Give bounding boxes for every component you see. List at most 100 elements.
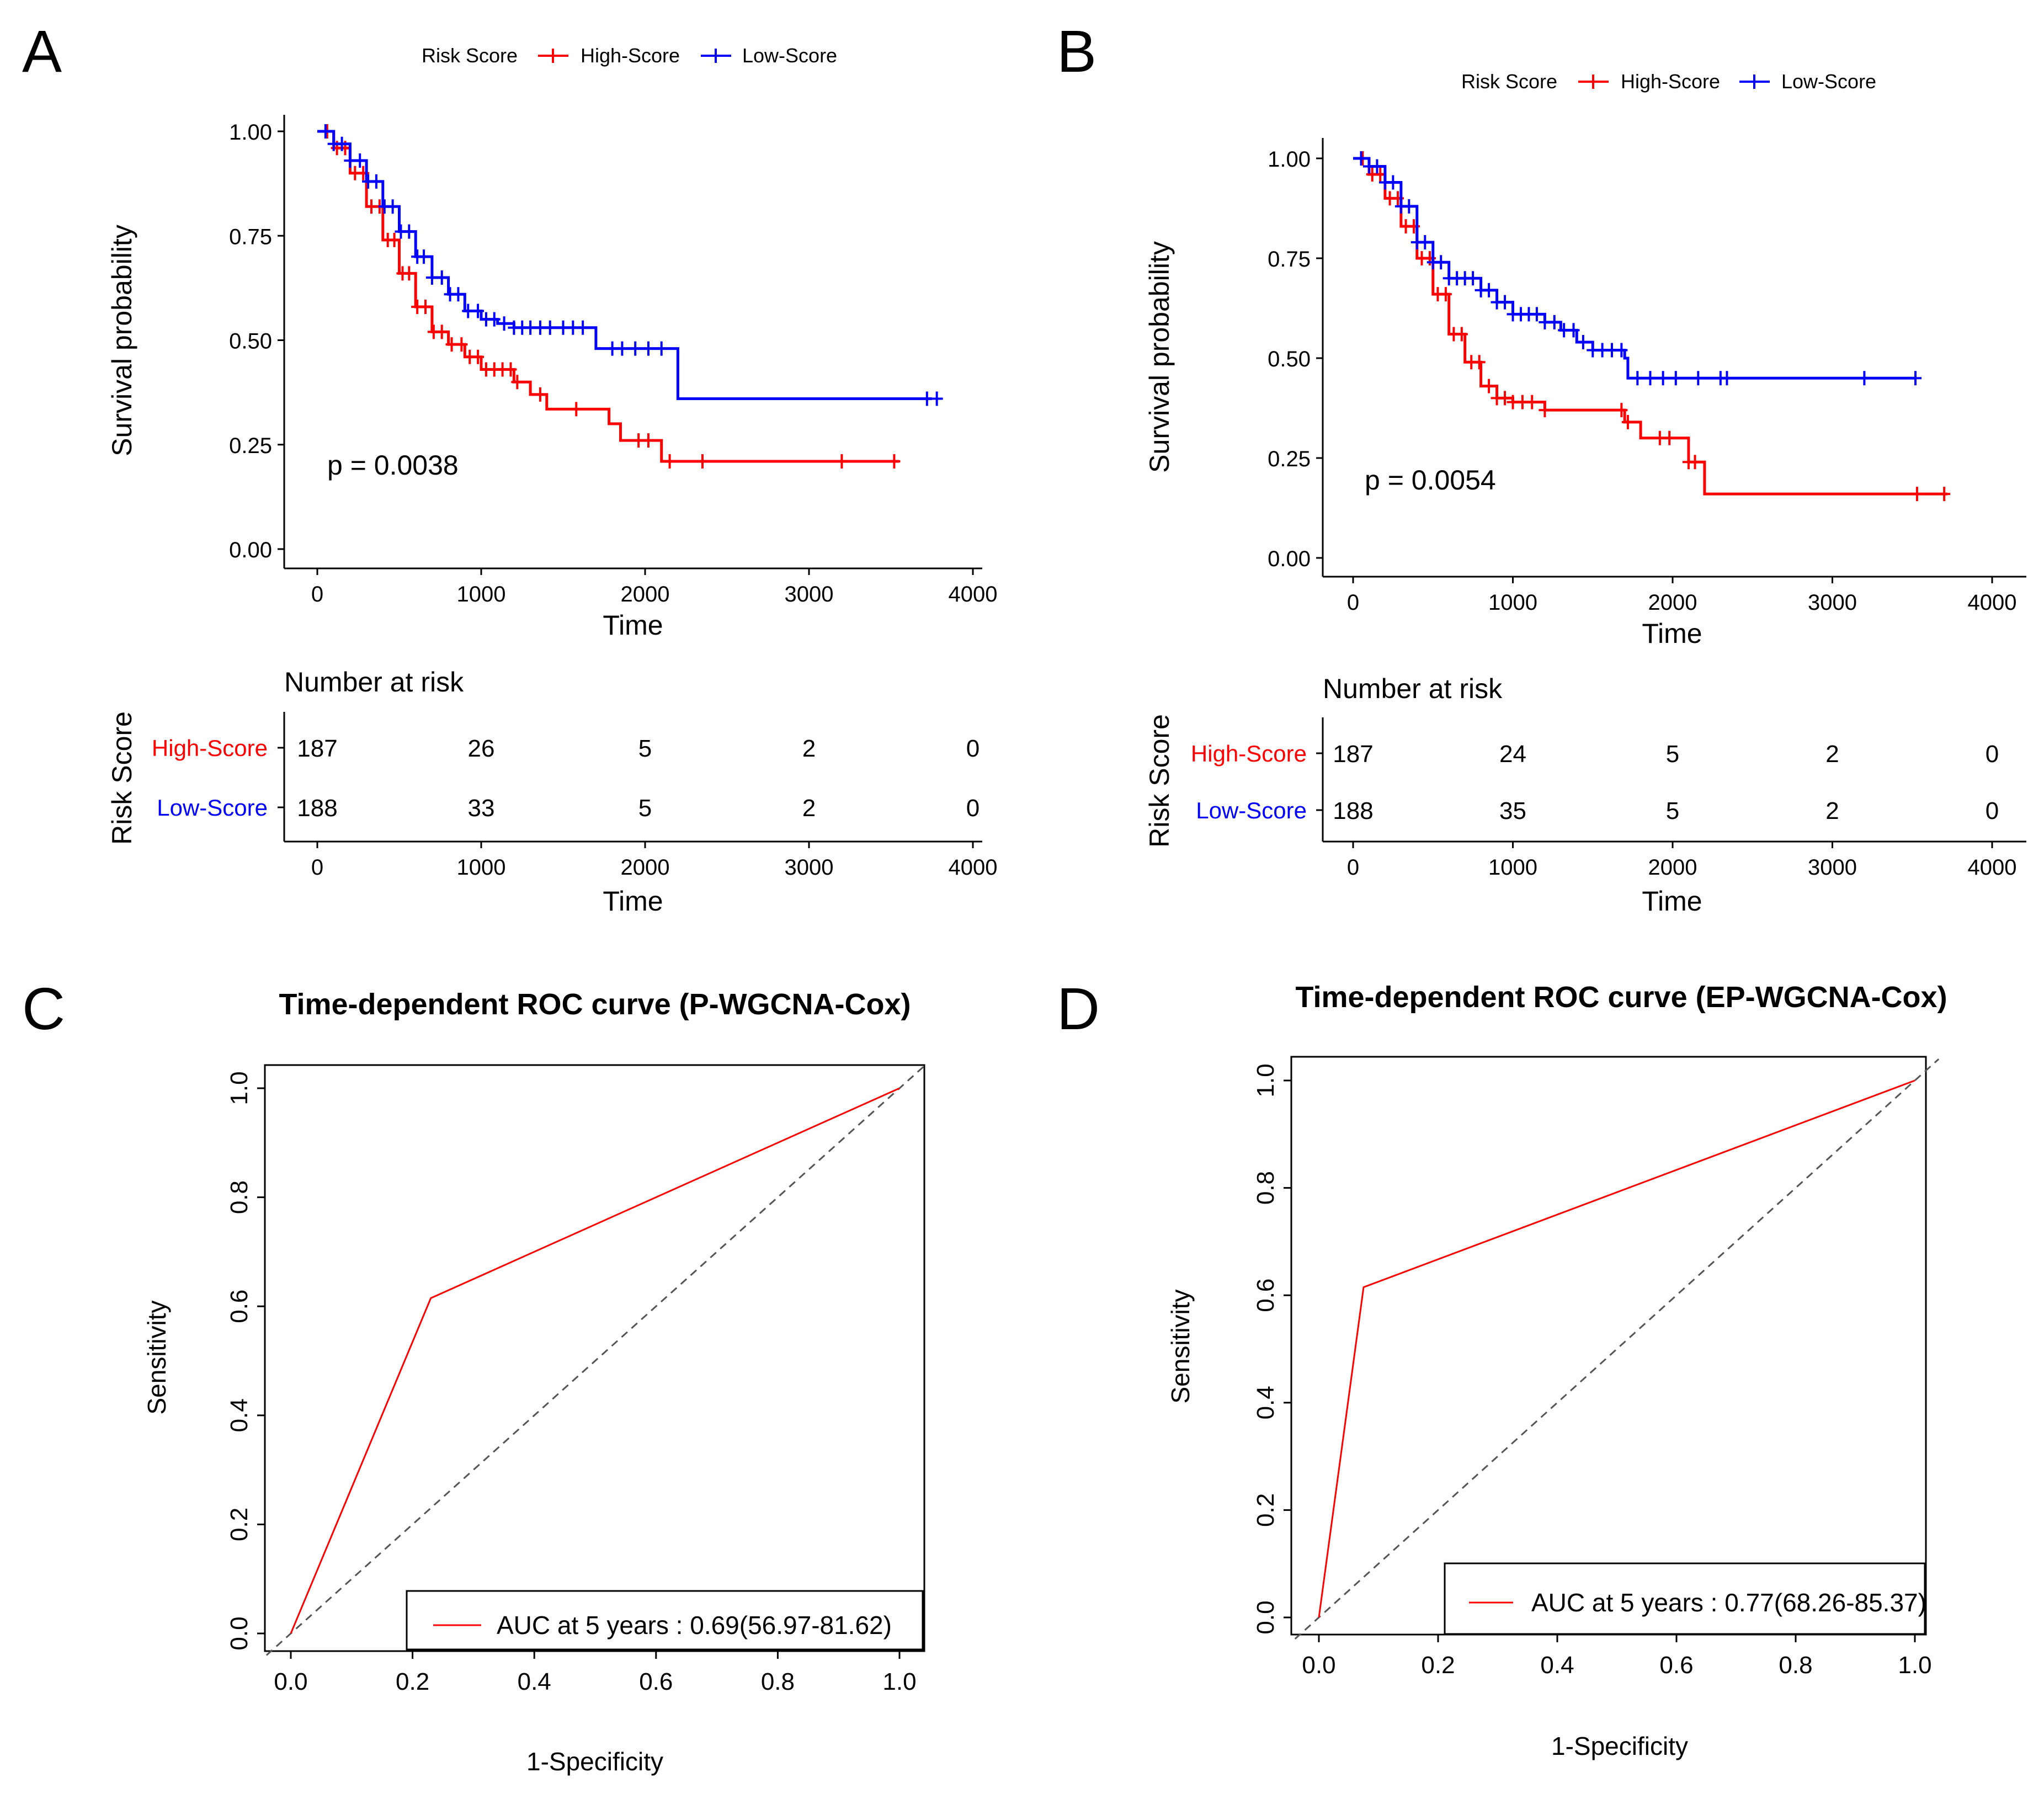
panel-label-c: C xyxy=(22,975,65,1042)
legend-key-high xyxy=(538,49,568,63)
censor-mark-low xyxy=(498,316,510,331)
censor-mark-high xyxy=(419,299,432,314)
censor-mark-low xyxy=(1692,371,1705,386)
p-value: p = 0.0038 xyxy=(327,450,459,481)
km-b-legend: Risk Score High-Score Low-Score xyxy=(1461,70,1876,93)
x-tick-label: 1.0 xyxy=(882,1668,916,1695)
x-tick-label: 0.4 xyxy=(1540,1652,1574,1679)
x-axis-title: Time xyxy=(1642,618,1702,649)
risk-table-title: Number at risk xyxy=(1323,673,1503,704)
censor-mark-low xyxy=(354,153,366,168)
censor-mark-low xyxy=(418,249,430,264)
censor-mark-high xyxy=(1621,414,1634,429)
censor-mark-low xyxy=(452,287,465,302)
censor-mark-low xyxy=(642,341,654,356)
y-tick-label: 0.6 xyxy=(1252,1279,1279,1312)
y-tick-label: 1.00 xyxy=(1268,147,1311,172)
risk-x-tick-label: 0 xyxy=(1347,855,1359,880)
censor-mark-low xyxy=(616,341,629,356)
risk-count: 0 xyxy=(1986,741,1999,768)
y-tick-label: 0.2 xyxy=(226,1508,253,1541)
legend-box xyxy=(1444,1562,1926,1635)
x-tick-label: 4000 xyxy=(949,582,998,606)
km-curve-low xyxy=(317,130,932,400)
diagonal-reference-line xyxy=(265,1066,925,1656)
risk-x-tick-label: 4000 xyxy=(949,855,998,880)
censor-mark-low xyxy=(1567,323,1580,338)
censor-mark-low xyxy=(386,199,399,214)
y-tick-label: 0.8 xyxy=(226,1180,253,1214)
y-ticks: 0.0 0.2 0.4 0.6 0.8 1.0 xyxy=(1252,1063,1291,1635)
y-tick-label: 0.4 xyxy=(226,1398,253,1432)
x-tick-label: 0.0 xyxy=(1302,1652,1335,1679)
censor-mark-low xyxy=(544,320,556,335)
censor-mark-high xyxy=(642,433,654,448)
legend-label-low: Low-Score xyxy=(1781,70,1876,93)
censor-mark-low xyxy=(1483,283,1495,297)
risk-count: 5 xyxy=(1666,797,1679,824)
km-a-risk-table: Number at risk Risk Score High-Score 187 2… xyxy=(107,667,997,917)
censor-mark-high xyxy=(1938,487,1951,502)
censor-mark-high xyxy=(388,232,401,247)
censor-mark-high xyxy=(888,454,901,469)
censor-mark-low xyxy=(1577,335,1589,350)
x-tick-label: 0.2 xyxy=(1421,1652,1455,1679)
risk-count: 5 xyxy=(638,735,652,762)
x-tick-label: 0.8 xyxy=(761,1668,795,1695)
risk-row-label: High-Score xyxy=(1191,741,1307,767)
censor-mark-high xyxy=(1910,487,1923,502)
risk-table-body: High-Score 187 24 5 2 0 Low-Score 188 35 5 2 0 xyxy=(1191,741,1999,824)
roc-curve xyxy=(290,1087,900,1634)
x-tick-label: 1000 xyxy=(1488,590,1537,615)
panel-c: C Time-dependent ROC curve (P-WGCNA-Cox)… xyxy=(22,975,925,1776)
risk-table-body: High-Score 187 26 5 2 0 Low-Score 188 33 5 2 0 xyxy=(152,735,980,822)
censor-mark-high xyxy=(1615,403,1628,418)
y-tick-label: 0.50 xyxy=(1268,347,1311,371)
censor-mark-high xyxy=(403,266,416,281)
censor-mark-high xyxy=(1473,355,1486,370)
x-tick-label: 0.8 xyxy=(1779,1652,1812,1679)
risk-count: 0 xyxy=(1986,797,1999,824)
risk-x-tick-label: 1000 xyxy=(457,855,506,880)
x-tick-label: 0 xyxy=(311,582,323,606)
censor-mark-low xyxy=(1909,371,1922,386)
y-ticks: 0.0 0.2 0.4 0.6 0.8 1.0 xyxy=(226,1071,265,1651)
censor-mark-low xyxy=(1548,315,1561,329)
censor-mark-high xyxy=(511,375,524,390)
km-curve-low xyxy=(1353,157,1916,380)
km-b-plot: 0.00 0.25 0.50 0.75 1.00 0 1000 2000 3000 4000 p… xyxy=(1144,138,2026,649)
x-tick-label: 2000 xyxy=(621,582,670,606)
km-a-legend: Risk Score High-Score Low-Score xyxy=(422,44,837,67)
censor-mark-high xyxy=(1483,379,1495,393)
risk-count: 33 xyxy=(468,795,495,822)
risk-count: 0 xyxy=(966,795,980,822)
censor-mark-high xyxy=(696,454,709,469)
censor-mark-low xyxy=(319,124,332,139)
y-tick-label: 0.50 xyxy=(229,329,272,354)
censor-mark-high xyxy=(534,387,546,402)
censor-mark-low xyxy=(1721,371,1733,386)
y-tick-label: 0.25 xyxy=(229,434,272,458)
x-axis-title: Time xyxy=(603,610,663,641)
censor-mark-high xyxy=(570,402,583,417)
censor-mark-low xyxy=(336,136,348,151)
x-tick-label: 0.2 xyxy=(396,1668,429,1695)
plot-frame xyxy=(264,1064,925,1652)
y-axis-title: Sensitivity xyxy=(1166,1289,1195,1403)
y-tick-label: 0.00 xyxy=(1268,547,1311,571)
censor-mark-low xyxy=(472,304,485,318)
chart-title: Time-dependent ROC curve (P-WGCNA-Cox) xyxy=(279,988,911,1021)
y-axis-title: Survival probability xyxy=(1144,241,1175,473)
censor-mark-low xyxy=(1355,151,1367,166)
x-tick-label: 0 xyxy=(1347,590,1359,615)
censor-mark-low xyxy=(435,270,448,285)
legend-label: AUC at 5 years : 0.77(68.26-85.37) xyxy=(1531,1588,1926,1617)
y-tick-label: 0.4 xyxy=(1252,1386,1279,1419)
censor-mark-low xyxy=(1530,307,1543,322)
censor-mark-high xyxy=(1499,391,1511,406)
censor-mark-low xyxy=(1669,371,1682,386)
censor-mark-high xyxy=(1526,395,1539,409)
y-tick-label: 0.75 xyxy=(229,225,272,249)
x-tick-label: 2000 xyxy=(1648,590,1697,615)
x-tick-label: 0.6 xyxy=(639,1668,673,1695)
